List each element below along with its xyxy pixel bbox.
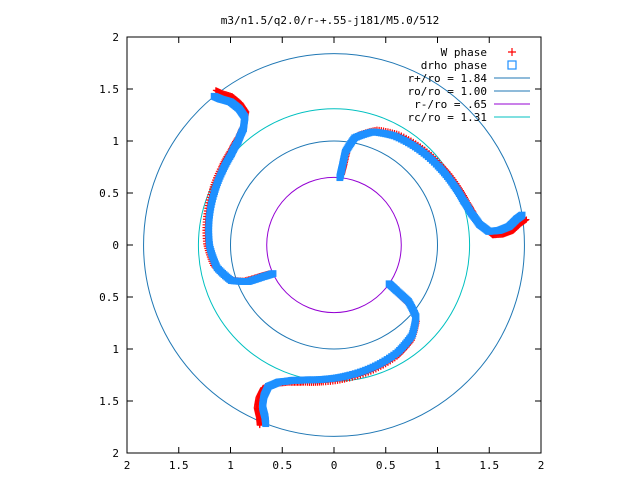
legend-label: W phase xyxy=(441,46,487,59)
drho-phase-arm xyxy=(336,128,526,235)
legend-label: rc/ro = 1.31 xyxy=(408,111,487,124)
circle-r-1 xyxy=(230,140,438,350)
x-tick-label: 0.5 xyxy=(272,459,292,472)
drho-phase-point xyxy=(518,211,526,219)
circle-r-1.84 xyxy=(143,53,525,437)
legend-label: r+/ro = 1.84 xyxy=(408,72,488,85)
drho-phase-point xyxy=(210,92,218,100)
y-tick-label: 2 xyxy=(112,447,119,460)
drho-phase-arm xyxy=(259,280,420,428)
circle-r-1.31 xyxy=(197,108,471,382)
y-tick-label: 0 xyxy=(112,239,119,252)
axis-ticks: 2 1.5 1 0.5 0 0.5 1 1.5 221.510.500.511.52 xyxy=(99,31,544,472)
y-tick-label: 1 xyxy=(112,135,119,148)
drho-phase-arm xyxy=(205,92,277,285)
x-tick-label: 1.5 xyxy=(169,459,189,472)
legend-label: drho phase xyxy=(421,59,487,72)
x-tick-label: 1 xyxy=(434,459,441,472)
w-phase-point xyxy=(212,87,219,94)
y-tick-label: 0.5 xyxy=(99,187,119,200)
legend-marker-plus xyxy=(508,48,516,56)
y-tick-label: 0.5 xyxy=(99,291,119,304)
legend-marker-square xyxy=(507,60,517,70)
x-tick-label: 0 xyxy=(331,459,338,472)
drho-phase-point xyxy=(262,420,270,428)
w-phase-arm xyxy=(339,126,530,239)
w-phase-point xyxy=(523,216,530,223)
y-tick-label: 2 xyxy=(112,31,119,44)
x-tick-label: 2 xyxy=(124,459,131,472)
x-tick-label: 0.5 xyxy=(376,459,396,472)
w-phase-point xyxy=(256,422,263,429)
x-tick-label: 2 xyxy=(538,459,545,472)
y-tick-label: 1 xyxy=(112,343,119,356)
legend-label: r-/ro = .65 xyxy=(414,98,487,111)
chart-title: m3/n1.5/q2.0/r-+.55-j181/M5.0/512 xyxy=(221,14,440,27)
x-tick-label: 1 xyxy=(227,459,234,472)
data-series xyxy=(202,87,530,429)
legend-label: ro/ro = 1.00 xyxy=(408,85,487,98)
y-tick-label: 1.5 xyxy=(99,83,119,96)
circle-r-0.65 xyxy=(266,176,402,314)
x-tick-label: 1.5 xyxy=(479,459,499,472)
y-tick-label: 1.5 xyxy=(99,395,119,408)
